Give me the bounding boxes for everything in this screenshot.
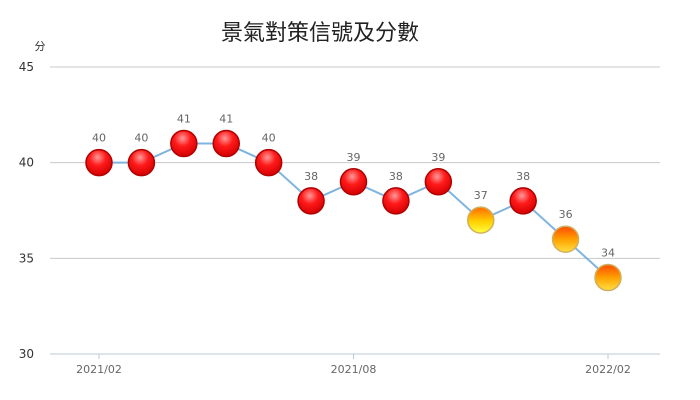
data-point <box>212 129 240 158</box>
data-point <box>509 187 537 215</box>
data-point <box>297 187 325 215</box>
y-tick-label: 35 <box>19 251 34 265</box>
data-point <box>127 148 156 177</box>
data-label: 37 <box>474 189 488 202</box>
y-tick-label: 30 <box>19 347 34 361</box>
data-points <box>85 129 622 292</box>
data-point <box>85 148 113 177</box>
x-tick-labels: 2021/02 2021/08 2022/02 <box>76 354 631 376</box>
y-axis-unit: 分 <box>35 40 46 53</box>
data-label: 39 <box>431 151 445 164</box>
chart-title: 景氣對策信號及分數 <box>221 21 419 46</box>
x-tick-label: 2021/02 <box>76 363 122 376</box>
data-label: 36 <box>559 208 573 221</box>
data-label: 38 <box>389 170 403 183</box>
data-point <box>467 206 495 234</box>
data-label: 41 <box>177 113 191 126</box>
data-label: 41 <box>219 113 233 126</box>
data-point <box>594 263 622 292</box>
y-tick-label: 45 <box>19 60 34 74</box>
y-tick-labels: 30 35 40 45 <box>19 60 34 361</box>
data-label: 40 <box>134 132 148 145</box>
data-label: 39 <box>347 151 361 164</box>
data-label: 40 <box>262 132 276 145</box>
data-point <box>170 129 198 158</box>
y-tick-label: 40 <box>19 156 34 170</box>
data-label: 34 <box>601 246 615 259</box>
data-point <box>551 225 580 253</box>
data-point <box>382 187 410 215</box>
data-label: 38 <box>516 170 530 183</box>
x-tick-label: 2022/02 <box>585 363 631 376</box>
data-point <box>339 168 368 196</box>
data-point <box>254 148 283 177</box>
data-label: 38 <box>304 170 318 183</box>
data-labels: 40 40 41 41 40 38 39 38 39 37 38 36 34 <box>92 113 615 260</box>
data-point <box>424 168 453 196</box>
x-tick-label: 2021/08 <box>331 363 377 376</box>
data-label: 40 <box>92 132 106 145</box>
